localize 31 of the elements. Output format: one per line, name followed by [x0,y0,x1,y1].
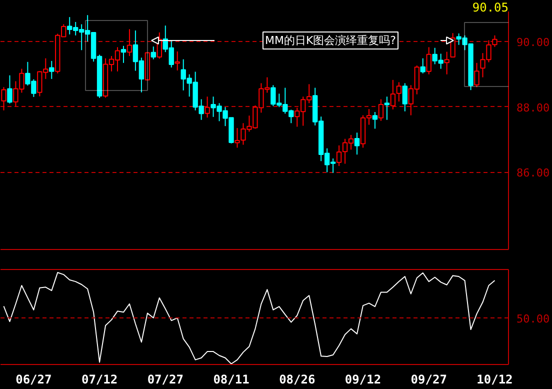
candlestick [354,132,360,156]
candlestick [372,112,378,130]
x-tick-label: 10/12 [476,372,513,386]
annotation: MM的日K图会演绎重复吗? [264,34,396,47]
candlestick [120,45,126,64]
candlestick [450,32,456,58]
text: 50.00 [516,312,550,326]
x-tick-label: 08/11 [213,372,250,386]
annotation: 90.05 [472,0,508,14]
candlestick [378,98,384,122]
x-tick-label: 09/27 [410,372,447,386]
candlestick [474,62,480,88]
x-tick-label: 06/27 [16,372,52,386]
x-tick-label: 07/27 [147,372,184,386]
candlestick [384,96,390,120]
x-tick-label: 07/12 [81,372,118,386]
y-tick-label: 88.00 [516,101,550,114]
candlestick [49,60,54,80]
candlestick [420,58,426,74]
candlestick [174,50,180,71]
candlestick [426,46,432,75]
candlestick [150,46,156,60]
x-tick-label: 08/26 [279,372,316,386]
candlestick [444,51,450,75]
candlestick [126,28,132,57]
candlestick [7,74,12,104]
y-tick-label: 86.00 [516,166,550,180]
x-tick-label: 09/12 [344,372,382,386]
candlestick [402,82,408,112]
y-tick-label: 90.00 [516,36,550,49]
candlestick [204,96,210,118]
